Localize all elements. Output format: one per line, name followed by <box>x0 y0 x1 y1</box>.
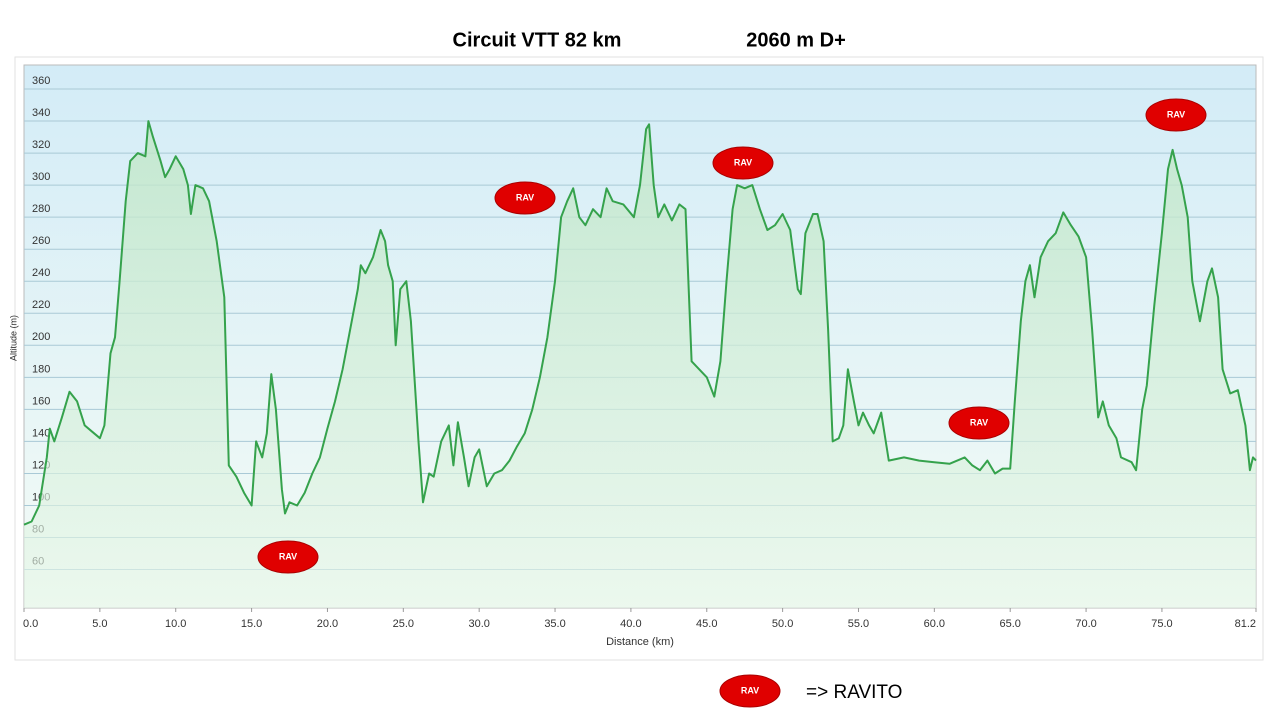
annotation-marker <box>494 181 556 215</box>
y-tick-label: 140 <box>32 427 50 439</box>
annotation: RAV <box>1167 109 1185 119</box>
y-tick-label: 160 <box>32 395 50 407</box>
y-tick-label: 300 <box>32 171 50 183</box>
x-tick-label: 15.0 <box>241 618 262 630</box>
x-tick-label: 70.0 <box>1075 618 1096 630</box>
x-tick-label: 50.0 <box>772 618 793 630</box>
chart-title: Circuit VTT 82 km <box>453 29 622 51</box>
y-axis-label: Altitude (m) <box>8 315 18 361</box>
y-tick-label: 240 <box>32 267 50 279</box>
y-tick-label: 180 <box>32 363 50 375</box>
annotation-marker <box>948 406 1010 440</box>
x-tick-label: 25.0 <box>393 618 414 630</box>
x-tick-label: 20.0 <box>317 618 338 630</box>
annotation: RAV <box>734 157 752 167</box>
x-tick-label: 0.0 <box>23 618 38 630</box>
x-tick-label: 75.0 <box>1151 618 1172 630</box>
legend: RAV => RAVITO <box>719 674 902 708</box>
x-tick-label: 55.0 <box>848 618 869 630</box>
x-axis-label: Distance (km) <box>606 636 674 648</box>
elevation-line <box>23 120 1257 526</box>
y-tick-label: 280 <box>32 203 50 215</box>
x-tick-label: 40.0 <box>620 618 641 630</box>
annotation: RAV <box>516 192 534 202</box>
y-tick-label: 260 <box>32 235 50 247</box>
y-tick-label: 360 <box>32 75 50 87</box>
y-tick-label: 320 <box>32 139 50 151</box>
y-tick-label: 220 <box>32 299 50 311</box>
legend-marker <box>719 674 781 708</box>
x-tick-label: 30.0 <box>468 618 489 630</box>
x-tick-label: 60.0 <box>924 618 945 630</box>
x-tick-label: 5.0 <box>92 618 107 630</box>
chart-subtitle: 2060 m D+ <box>746 29 846 51</box>
x-tick-label: 45.0 <box>696 618 717 630</box>
annotation-marker <box>1145 98 1207 132</box>
x-tick-label: 10.0 <box>165 618 186 630</box>
y-tick-label: 200 <box>32 331 50 343</box>
annotation-marker <box>712 146 774 180</box>
annotation: RAV <box>279 551 297 561</box>
annotation: RAV <box>970 417 988 427</box>
x-tick-label: 35.0 <box>544 618 565 630</box>
x-tick-label: 81.2 <box>1235 618 1256 630</box>
legend-marker-text: RAV <box>741 685 759 695</box>
x-tick-label: 65.0 <box>999 618 1020 630</box>
annotation-marker <box>257 540 319 574</box>
legend-label: => RAVITO <box>806 682 902 703</box>
area-fill <box>24 121 1256 608</box>
y-tick-label: 340 <box>32 107 50 119</box>
